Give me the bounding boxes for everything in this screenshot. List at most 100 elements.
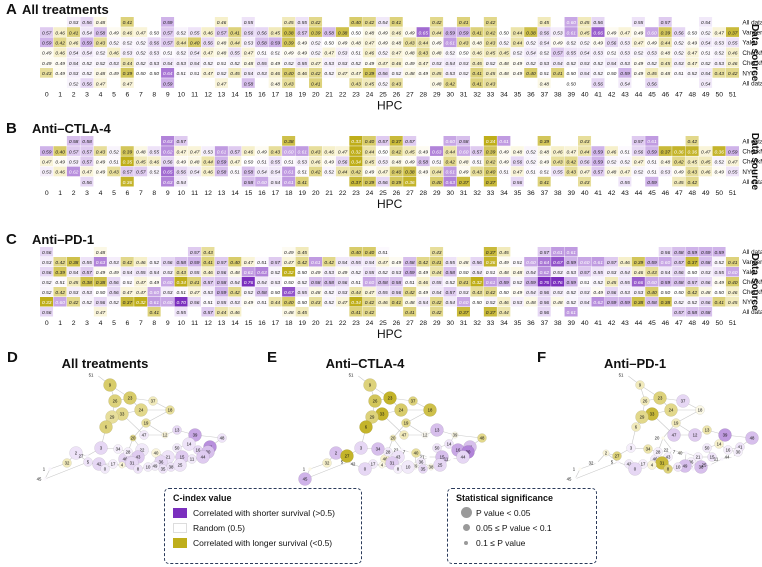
network-edge (709, 458, 723, 466)
network-node (43, 477, 47, 481)
heatmap-cell (430, 27, 444, 37)
cell-label: 0.40 (351, 250, 361, 256)
cell-label: 0.42 (567, 160, 577, 166)
heatmap-cell (551, 287, 565, 297)
cell-label: 0.46 (109, 51, 119, 57)
x-tick-label: 0 (45, 91, 49, 98)
cell-label: 0.60 (284, 149, 294, 155)
heatmap-cell (551, 247, 565, 257)
heatmap-cell (174, 136, 188, 146)
heatmap-cell (107, 166, 121, 177)
cell-label: 0.52 (378, 270, 388, 276)
cell-label: 0.56 (593, 81, 603, 87)
cell-label: 0.53 (459, 61, 469, 67)
cell-label: 0.49 (593, 41, 603, 47)
cell-label: 0.42 (69, 300, 79, 306)
heatmap-cell (551, 166, 565, 177)
node-label: 27 (345, 454, 350, 459)
node-label: 23 (388, 396, 393, 401)
heatmap-cell (66, 78, 80, 88)
x-tick-label: 47 (675, 91, 683, 98)
cell-label: 0.48 (311, 290, 321, 296)
network-edge (44, 468, 51, 480)
x-tick-label: 21 (325, 320, 333, 327)
heatmap-cell (241, 78, 255, 88)
heatmap-cell (147, 57, 161, 68)
x-tick-label: 43 (621, 91, 629, 98)
row-label: All data (except NYU) (742, 249, 762, 256)
cell-label: 0.44 (365, 149, 375, 155)
node-label: 10 (406, 465, 411, 470)
node-label: 8 (397, 467, 400, 472)
heatmap-cell (645, 47, 659, 58)
heatmap-cell (187, 257, 201, 267)
cell-label: 0.57 (82, 270, 92, 276)
cell-label: 0.46 (203, 170, 213, 176)
node-label: 28 (386, 450, 391, 455)
cell-label: 0.50 (499, 290, 509, 296)
heatmap-cell (537, 68, 551, 78)
cell-label: 0.51 (351, 280, 361, 286)
network-edge (44, 461, 89, 480)
heatmap-cell (416, 287, 430, 297)
node-label: 25 (702, 463, 707, 468)
heatmap-cell (564, 146, 578, 156)
heatmap-cell (712, 277, 726, 287)
network-node (640, 396, 650, 406)
cell-label: 0.51 (513, 260, 523, 266)
cell-label: 0.48 (96, 20, 106, 26)
heatmap-cell (658, 287, 672, 297)
cell-label: 0.52 (445, 280, 455, 286)
node-label: 8 (137, 467, 140, 472)
heatmap-cell (470, 78, 484, 88)
cell-label: 0.42 (365, 20, 375, 26)
heatmap-cell (214, 27, 228, 37)
node-label: 7 (673, 450, 676, 455)
x-tick-label: 4 (99, 320, 103, 327)
heatmap-cell (322, 68, 336, 78)
heatmap-cell (80, 287, 94, 297)
heatmap-cell (456, 257, 470, 267)
network-node (401, 418, 411, 428)
cell-label: 0.48 (540, 81, 550, 87)
heatmap-cell (618, 156, 632, 167)
cell-label: 0.59 (607, 300, 617, 306)
node-label: 20 (655, 436, 660, 441)
cell-label: 0.36 (405, 180, 415, 186)
heatmap-cell (376, 247, 390, 257)
heatmap-cell (725, 37, 739, 48)
cell-label: 0.48 (244, 61, 254, 67)
node-label: 21 (696, 455, 701, 460)
heatmap-cell (470, 277, 484, 287)
cell-label: 0.43 (419, 51, 429, 57)
heatmap-cell (658, 277, 672, 287)
cell-label: 0.48 (405, 71, 415, 77)
cell-label: 0.55 (217, 300, 227, 306)
cell-label: 0.52 (136, 61, 146, 67)
cell-label: 0.60 (365, 280, 375, 286)
cell-label: 0.57 (136, 170, 146, 176)
cell-label: 0.46 (217, 20, 227, 26)
cell-label: 0.56 (701, 280, 711, 286)
heatmap-cell (214, 257, 228, 267)
cell-label: 0.47 (176, 149, 186, 155)
heatmap-cell (362, 68, 376, 78)
cell-label: 0.53 (150, 51, 160, 57)
heatmap-cell (712, 166, 726, 177)
heatmap-cell (497, 257, 511, 267)
cell-label: 0.37 (486, 310, 496, 316)
network-node (94, 441, 108, 455)
heatmap-cell (672, 47, 686, 58)
heatmap-cell (322, 146, 336, 156)
cell-label: 0.34 (351, 160, 361, 166)
heatmap-cell (470, 287, 484, 297)
cell-label: 0.54 (701, 81, 711, 87)
network-node (165, 405, 175, 415)
network-node (355, 373, 359, 377)
heatmap-cell (685, 257, 699, 267)
cell-label: 0.54 (271, 180, 281, 186)
network-node (718, 428, 732, 442)
cell-label: 0.45 (540, 20, 550, 26)
heatmap-cell (241, 166, 255, 177)
heatmap-cell (470, 27, 484, 37)
